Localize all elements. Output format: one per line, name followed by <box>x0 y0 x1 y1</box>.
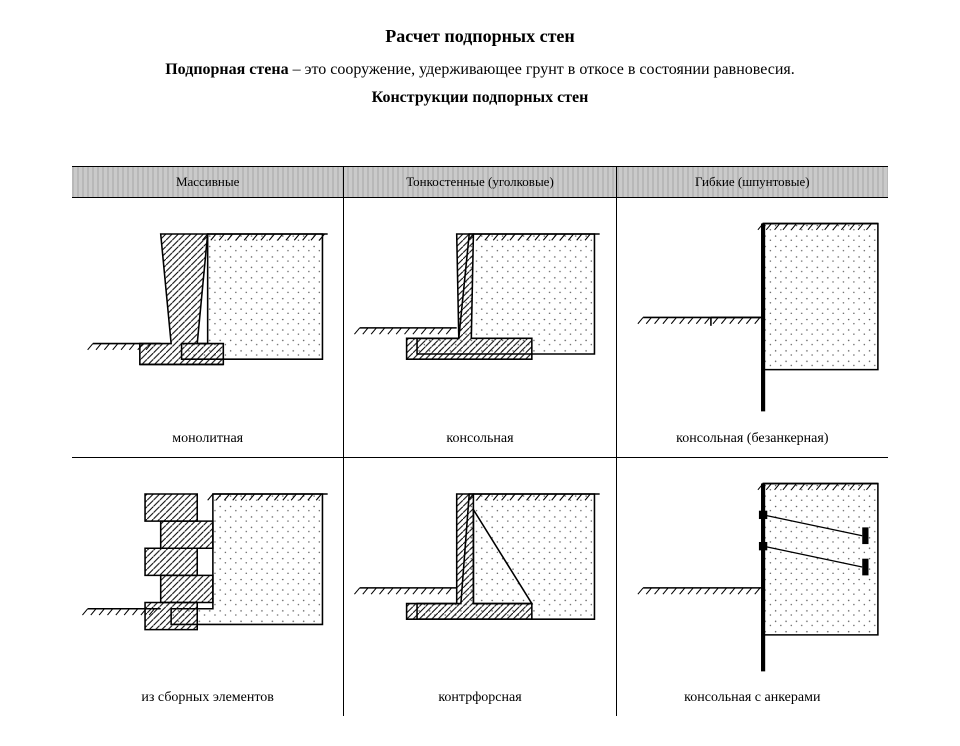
col-header-1: Тонкостенные (уголковые) <box>344 167 616 197</box>
wall-types-grid: Массивные Тонкостенные (уголковые) Гибки… <box>72 166 888 716</box>
cell-0-1: консольная <box>344 198 616 457</box>
col-header-0: Массивные <box>72 167 344 197</box>
cap-1-0: из сборных элементов <box>72 686 343 716</box>
page-title: Расчет подпорных стен <box>0 26 960 47</box>
definition-term: Подпорная стена <box>165 61 288 78</box>
row-0: монолитная консольная консольная (безанк… <box>72 198 888 458</box>
cell-1-0: из сборных элементов <box>72 458 344 717</box>
column-headers: Массивные Тонкостенные (уголковые) Гибки… <box>72 166 888 198</box>
definition: Подпорная стена – это сооружение, удержи… <box>0 61 960 79</box>
cap-0-0: монолитная <box>72 427 343 457</box>
row-1: из сборных элементов контрфорсная консол… <box>72 458 888 717</box>
subtitle: Конструкции подпорных стен <box>0 89 960 107</box>
col-header-2: Гибкие (шпунтовые) <box>617 167 888 197</box>
cell-1-1: контрфорсная <box>344 458 616 717</box>
cap-1-2: консольная с анкерами <box>617 686 888 716</box>
cell-1-2: консольная с анкерами <box>617 458 888 717</box>
cap-0-2: консольная (безанкерная) <box>617 427 888 457</box>
cell-0-2: консольная (безанкерная) <box>617 198 888 457</box>
cap-0-1: консольная <box>344 427 615 457</box>
definition-rest: – это сооружение, удерживающее грунт в о… <box>289 61 795 78</box>
cap-1-1: контрфорсная <box>344 686 615 716</box>
cell-0-0: монолитная <box>72 198 344 457</box>
